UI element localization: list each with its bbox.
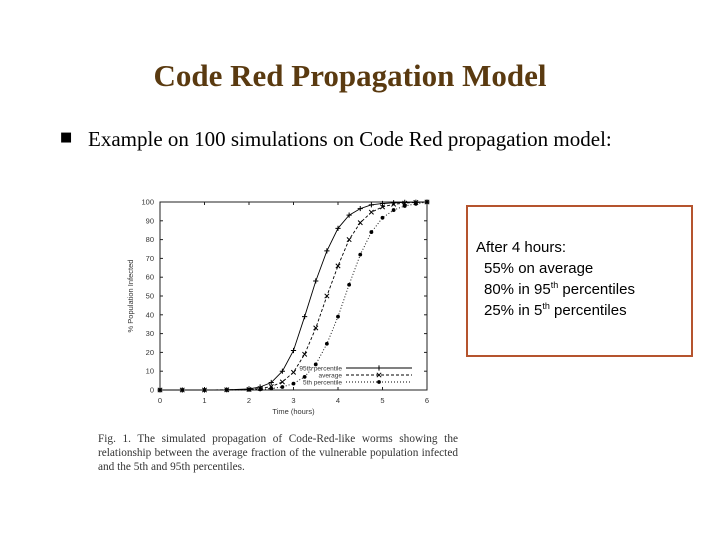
y-tick-label: 10 [146,367,154,376]
data-point-series-2 [357,220,363,226]
note-line-heading: After 4 hours: [476,239,567,256]
legend-label: 5th percentile [303,380,342,387]
y-axis-label: % Population Infected [126,260,135,333]
data-point-series-2 [290,369,297,375]
data-point-series-2 [335,263,341,269]
data-point-series-3 [180,388,185,392]
legend-marker [376,372,382,378]
data-point-series-2 [324,293,330,299]
x-tick-label: 2 [247,396,251,405]
note-5th-suffix: percentiles [549,302,627,319]
data-point-series-3 [324,341,329,346]
data-point-series-1 [335,225,341,231]
data-point-series-3 [347,282,352,287]
data-point-series-2 [346,237,352,243]
y-tick-label: 20 [146,348,154,357]
x-axis-label: Time (hours) [272,407,315,416]
data-point-series-1 [290,347,297,354]
data-point-series-3 [224,388,229,392]
series-line-3 [160,201,428,391]
x-tick-label: 1 [202,396,206,405]
figure-caption: Fig. 1. The simulated propagation of Cod… [98,433,458,473]
data-point-series-1 [346,212,352,218]
y-tick-label: 80 [146,235,154,244]
data-point-series-3 [369,230,374,234]
bullet-marker-icon: ■ [60,130,73,145]
plot-frame [159,201,428,391]
note-line-95th: 80% in 95th percentiles [476,279,635,300]
bullet-text: Example on 100 simulations on Code Red p… [88,127,612,151]
data-point-series-1 [379,200,386,207]
data-point-series-3 [291,381,296,386]
data-point-series-3 [280,385,285,389]
note-5th-text: 25% in 5 [484,302,543,319]
legend-marker [376,365,382,371]
series-line-2 [160,201,428,391]
data-point-series-3 [269,386,274,391]
y-tick-label: 0 [150,386,154,395]
data-point-series-2 [302,351,308,357]
data-point-series-1 [357,205,363,212]
data-point-series-2 [379,204,386,210]
data-point-series-3 [413,201,418,206]
y-tick-label: 40 [146,310,154,319]
data-point-series-3 [380,215,385,220]
callout-box: After 4 hours: 55% on average 80% in 95t… [466,205,693,357]
data-point-series-2 [402,200,408,206]
y-tick-label: 50 [146,292,154,301]
y-tick-label: 30 [146,329,154,338]
slide-title: Code Red Propagation Model [153,58,547,93]
data-point-series-1 [279,368,285,374]
legend-label: 95th percentile [299,366,342,373]
data-point-series-2 [313,325,319,331]
note-95th-text: 80% in 95 [484,281,551,298]
data-point-series-2 [279,379,285,385]
note-95th-suffix: percentiles [558,281,635,298]
x-tick-label: 6 [425,396,429,405]
data-point-series-1 [324,248,330,254]
data-point-series-1 [368,202,374,208]
x-tick-label: 3 [291,396,295,405]
data-point-series-1 [302,314,308,320]
data-point-series-3 [302,374,307,379]
data-point-series-3 [358,252,363,257]
series-line-1 [160,201,428,391]
data-point-series-1 [313,278,319,284]
data-point-series-3 [402,204,407,208]
data-point-series-3 [425,200,429,204]
note-line-5th: 25% in 5th percentiles [476,300,635,321]
x-tick-label: 0 [158,396,162,405]
y-tick-label: 100 [141,198,154,207]
note-95th-sup: th [550,280,559,290]
data-point-series-2 [368,209,374,215]
y-tick-label: 90 [146,216,154,225]
x-tick-label: 5 [380,396,384,405]
data-point-series-2 [391,201,397,207]
note-5th-sup: th [542,301,550,311]
x-tick-label: 4 [336,396,340,405]
data-point-series-3 [336,314,340,319]
data-point-series-3 [391,208,396,212]
legend-marker [377,380,381,384]
data-point-series-3 [313,362,318,367]
data-point-series-3 [158,388,162,392]
data-point-series-3 [202,388,207,392]
data-point-series-3 [247,387,251,392]
legend-label: average [319,373,343,380]
data-point-series-1 [268,379,274,386]
data-point-series-3 [258,387,263,392]
note-line-average: 55% on average [484,260,594,277]
y-tick-label: 60 [146,273,154,282]
y-tick-label: 70 [146,254,154,263]
